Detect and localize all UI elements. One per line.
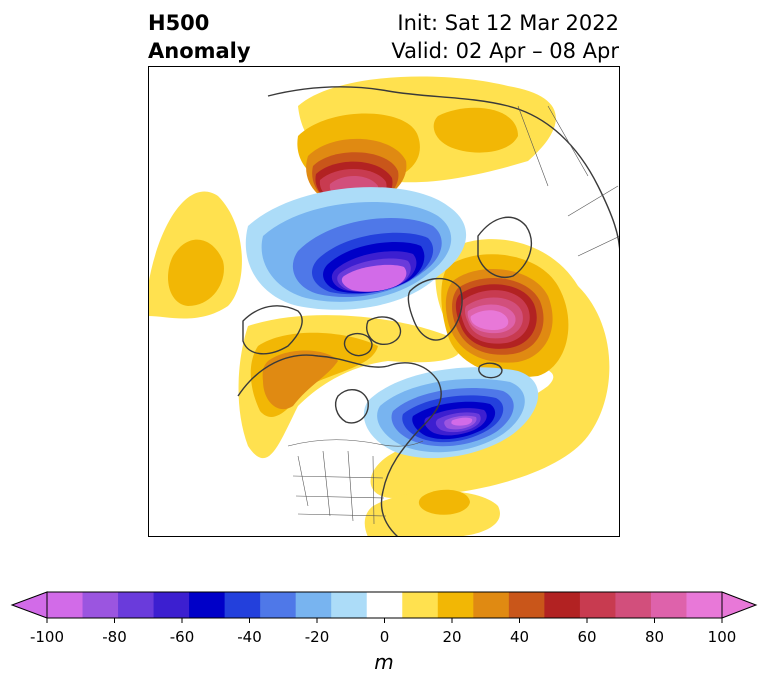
coastline-hudson-bay (334, 389, 369, 424)
init-date: Init: Sat 12 Mar 2022 (397, 11, 619, 35)
title-variable: H500 (148, 11, 210, 35)
colorbar-over-arrow (721, 591, 758, 619)
colorbar-swatch (118, 592, 155, 618)
positive-contour-south-20 (418, 489, 470, 515)
colorbar-swatch (366, 592, 403, 618)
colorbar-swatch (224, 592, 261, 618)
colorbar-swatch (331, 592, 368, 618)
colorbar-swatch (260, 592, 297, 618)
colorbar-tick-label: 40 (510, 628, 529, 646)
positive-contour-northeast-20 (433, 107, 518, 153)
negative-contour-atlantic-100 (451, 417, 473, 426)
positive-contour-central-30 (262, 350, 338, 410)
coastline-canadian-archipelago (343, 316, 402, 357)
colorbar-swatch (189, 592, 226, 618)
coastlines (237, 86, 620, 537)
border-us-states-2 (292, 475, 387, 517)
colorbar-swatch (650, 592, 687, 618)
political-borders (287, 105, 620, 525)
coastline-iceland (478, 362, 503, 379)
colorbar-swatches (47, 592, 723, 618)
colorbar-tick-label: -20 (305, 628, 330, 646)
map-title: H500 Anomaly (148, 9, 251, 65)
valid-dates: Valid: 02 Apr – 08 Apr (391, 39, 619, 63)
colorbar-tick-label: 20 (442, 628, 461, 646)
colorbar-swatch (686, 592, 723, 618)
negative-contour-arctic-90 (341, 264, 407, 292)
border-eurasia-1 (517, 105, 620, 257)
colorbar-swatch (295, 592, 332, 618)
coastline-north-america (237, 354, 442, 537)
title-anomaly: Anomaly (148, 39, 251, 63)
colorbar-swatch (544, 592, 581, 618)
colorbar: -100 -80 -60 -40 -20 0 20 40 60 80 100 m (10, 591, 758, 674)
colorbar-tick-label: 80 (645, 628, 664, 646)
anomaly-fields (148, 76, 620, 537)
colorbar-tick-label: 0 (380, 628, 390, 646)
colorbar-swatch (508, 592, 545, 618)
anomaly-map (148, 66, 620, 537)
colorbar-tick-label: -40 (237, 628, 262, 646)
border-us-canada (287, 439, 424, 447)
positive-contour-west-20 (168, 239, 224, 306)
colorbar-swatch (153, 592, 190, 618)
positive-contour-atlantic-100 (470, 310, 509, 330)
colorbar-swatch (47, 592, 84, 618)
colorbar-tick-label: -60 (170, 628, 195, 646)
colorbar-tick-label: 100 (708, 628, 737, 646)
colorbar-swatch (579, 592, 616, 618)
coastline-alaska (242, 305, 303, 355)
coastline-greenland (407, 277, 463, 341)
colorbar-swatch (402, 592, 439, 618)
colorbar-tick-label: 60 (577, 628, 596, 646)
coastline-scandinavia (477, 216, 532, 278)
colorbar-ticks: -100 -80 -60 -40 -20 0 20 40 60 80 100 (30, 618, 736, 646)
border-us-states-1 (297, 450, 375, 525)
colorbar-tick-label: -80 (102, 628, 127, 646)
colorbar-tick-label: -100 (30, 628, 64, 646)
colorbar-under-arrow (10, 591, 48, 619)
colorbar-swatch (437, 592, 474, 618)
colorbar-swatch (82, 592, 119, 618)
colorbar-unit-label: m (374, 650, 393, 674)
colorbar-swatch (473, 592, 510, 618)
map-frame (148, 66, 620, 537)
colorbar-swatch (615, 592, 652, 618)
coastline-eurasia (267, 86, 620, 257)
forecast-dates: Init: Sat 12 Mar 2022 Valid: 02 Apr – 08… (391, 9, 619, 65)
